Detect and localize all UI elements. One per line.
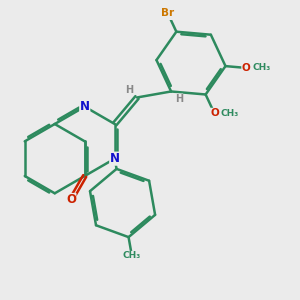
Text: N: N	[80, 100, 90, 113]
Text: CH₃: CH₃	[253, 63, 271, 72]
Text: O: O	[66, 194, 76, 206]
Text: O: O	[210, 108, 219, 118]
Text: H: H	[175, 94, 183, 104]
Text: N: N	[110, 152, 120, 165]
Text: O: O	[242, 63, 250, 73]
Text: CH₃: CH₃	[221, 109, 239, 118]
Text: Br: Br	[161, 8, 174, 18]
Text: CH₃: CH₃	[123, 251, 141, 260]
Text: H: H	[125, 85, 134, 95]
